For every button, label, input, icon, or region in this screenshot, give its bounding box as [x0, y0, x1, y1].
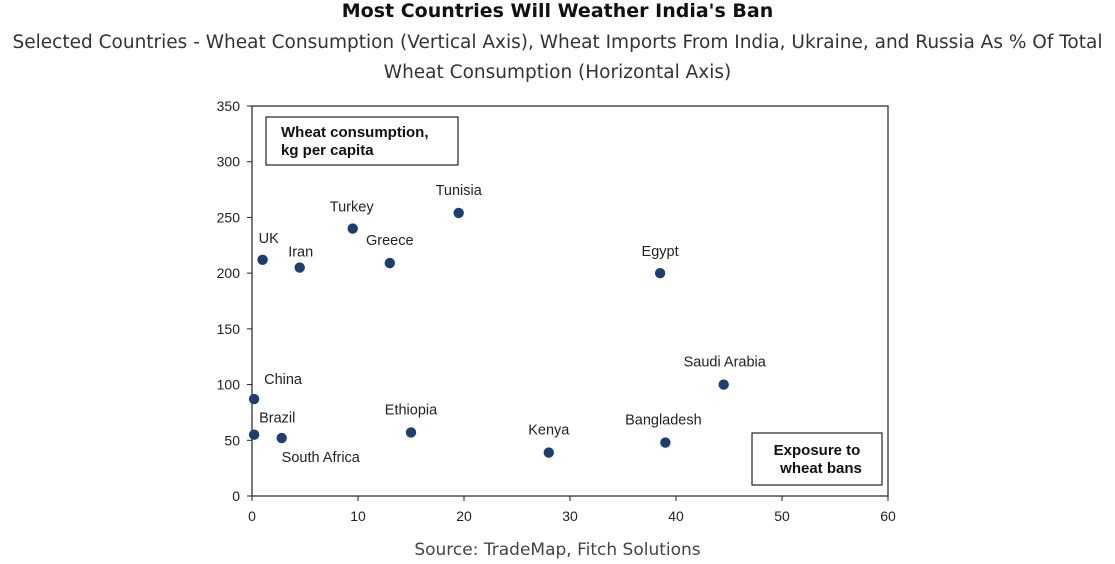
data-label-saudi-arabia: Saudi Arabia: [684, 355, 767, 371]
data-points: [248, 207, 729, 458]
data-label-china: China: [264, 372, 303, 388]
x-tick-label: 20: [456, 508, 472, 524]
x-axis: 0 10 20 30 40 50 60: [248, 496, 896, 524]
y-tick-label: 300: [217, 154, 241, 170]
data-point-iran: [294, 262, 305, 273]
data-point-turkey: [347, 223, 358, 234]
data-label-greece: Greece: [366, 233, 414, 249]
x-annotation-line-1: Exposure to: [774, 442, 861, 459]
data-label-south-africa: South Africa: [282, 450, 361, 466]
data-point-labels: UK Iran Turkey Greece Tunisia Egypt China Brazi…: [259, 183, 767, 466]
y-annotation-line-2: kg per capita: [281, 142, 374, 159]
data-label-bangladesh: Bangladesh: [625, 413, 702, 429]
y-tick-label: 350: [217, 98, 241, 114]
data-point-china: [248, 393, 260, 405]
subtitle-line-2: Wheat Consumption (Horizontal Axis): [383, 62, 732, 83]
y-axis: 0 50 100 150 200 250 300 350: [217, 98, 252, 504]
data-label-ethiopia: Ethiopia: [385, 402, 438, 418]
chart-subtitle: Selected Countries - Wheat Consumption (…: [0, 28, 1115, 88]
x-annotation-box: Exposure to wheat bans: [751, 432, 883, 486]
data-point-ethiopia: [405, 427, 417, 438]
data-point-bangladesh: [660, 437, 671, 448]
data-label-egypt: Egypt: [642, 244, 679, 260]
x-annotation-line-2: wheat bans: [779, 460, 862, 477]
x-tick-label: 60: [880, 508, 896, 524]
subtitle-line-1: Selected Countries - Wheat Consumption (…: [12, 32, 1103, 53]
x-tick-label: 30: [562, 508, 578, 524]
x-tick-label: 0: [248, 508, 256, 524]
chart-source: Source: TradeMap, Fitch Solutions: [414, 540, 701, 560]
data-point-brazil: [248, 429, 260, 440]
x-tick-label: 50: [774, 508, 790, 524]
y-tick-label: 0: [232, 488, 240, 504]
y-annotation-box: Wheat consumption, kg per capita: [265, 116, 459, 166]
data-point-egypt: [654, 267, 666, 279]
data-point-tunisia: [453, 207, 464, 219]
data-point-greece: [384, 257, 395, 269]
data-point-uk: [257, 254, 268, 265]
y-tick-label: 150: [217, 321, 241, 337]
x-tick-label: 40: [668, 508, 684, 524]
y-tick-label: 250: [217, 209, 241, 225]
data-label-brazil: Brazil: [259, 411, 295, 427]
data-label-turkey: Turkey: [330, 200, 375, 216]
data-label-tunisia: Tunisia: [436, 183, 483, 199]
y-tick-label: 100: [217, 377, 241, 393]
data-point-saudi-arabia: [718, 379, 729, 390]
x-tick-label: 10: [350, 508, 366, 524]
data-label-iran: Iran: [288, 245, 313, 261]
chart-title: Most Countries Will Weather India's Ban: [341, 0, 774, 22]
data-point-south-africa: [276, 432, 287, 444]
data-label-kenya: Kenya: [528, 423, 570, 439]
data-point-kenya: [543, 447, 554, 458]
y-annotation-line-1: Wheat consumption,: [281, 124, 429, 141]
y-tick-label: 50: [224, 432, 240, 448]
y-tick-label: 200: [217, 265, 241, 281]
data-label-uk: UK: [259, 231, 279, 247]
